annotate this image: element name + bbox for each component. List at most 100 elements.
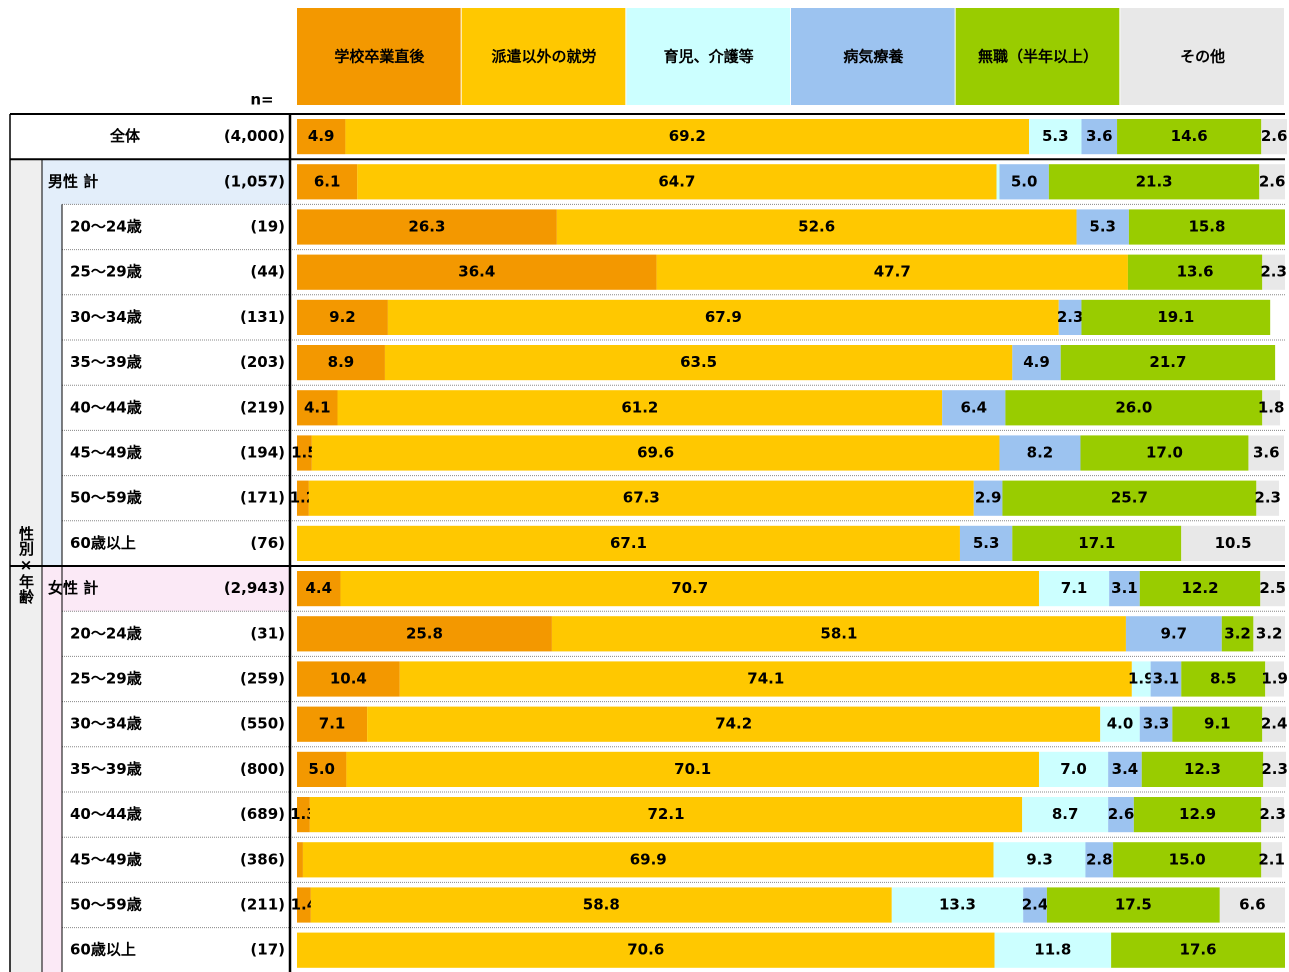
value-label: 1.4 (291, 896, 318, 914)
row-label: 50〜59歳 (70, 896, 142, 914)
bar-segment (1060, 345, 1276, 381)
row-label: 女性 計 (48, 579, 98, 597)
row-label: 30〜34歳 (70, 715, 142, 733)
bar-segment (345, 119, 1030, 155)
legend-label: 無職（半年以上） (978, 48, 1098, 66)
value-label: 12.3 (1184, 760, 1221, 778)
value-label: 17.0 (1146, 444, 1183, 462)
value-label: 63.5 (680, 353, 717, 371)
value-label: 8.5 (1210, 670, 1237, 688)
sample-size: (171) (240, 489, 285, 507)
sample-size: (76) (250, 534, 285, 552)
value-label: 15.0 (1169, 850, 1206, 868)
bar-segment (297, 299, 388, 335)
bar-segment (1262, 390, 1281, 426)
value-label: 2.4 (1022, 896, 1049, 914)
group-bracket (42, 159, 62, 566)
value-label: 2.3 (1259, 805, 1286, 823)
value-label: 4.9 (1023, 353, 1050, 371)
value-label: 5.3 (1089, 218, 1116, 236)
bar-segment (1248, 435, 1285, 471)
subtotal-bg (42, 159, 290, 205)
value-label: 10.4 (330, 670, 367, 688)
value-label: 21.7 (1149, 353, 1186, 371)
value-label: 1.9 (1261, 670, 1288, 688)
sample-size: (219) (240, 398, 285, 416)
legend-swatch (626, 8, 790, 105)
sample-size: (17) (250, 941, 285, 959)
value-label: 3.3 (1143, 715, 1170, 733)
value-label: 2.1 (1258, 850, 1285, 868)
bar-segment (1261, 842, 1283, 878)
bar-segment (1022, 797, 1109, 833)
row-label: 50〜59歳 (70, 489, 142, 507)
row-label: 60歳以上 (70, 534, 136, 552)
bar-segment (1128, 209, 1285, 245)
value-label: 5.0 (308, 760, 335, 778)
bar-segment (310, 887, 892, 923)
value-label: 69.2 (669, 127, 706, 145)
value-label: 7.1 (319, 715, 346, 733)
bar-segment (297, 480, 309, 516)
row-label: 男性 計 (48, 172, 98, 190)
bar-segment (297, 571, 341, 607)
value-label: 10.5 (1215, 534, 1252, 552)
bar-segment (1141, 751, 1264, 787)
row-label: 30〜34歳 (70, 308, 142, 326)
bar-segment (1100, 706, 1140, 742)
bar-segment (994, 932, 1112, 968)
value-label: 17.1 (1078, 534, 1115, 552)
value-label: 25.7 (1111, 489, 1148, 507)
bar-segment (1256, 480, 1280, 516)
value-label: 3.6 (1253, 444, 1280, 462)
value-label: 12.2 (1182, 579, 1219, 597)
bar-segment (1046, 887, 1220, 923)
bar-segment (1002, 480, 1257, 516)
legend-label: 病気療養 (843, 48, 904, 66)
bar-segment (387, 299, 1059, 335)
value-label: 8.7 (1052, 805, 1079, 823)
value-label: 1.9 (1128, 670, 1155, 688)
value-label: 3.2 (1256, 624, 1283, 642)
sample-size: (31) (250, 624, 285, 642)
value-label: 3.1 (1153, 670, 1180, 688)
legend-label: 育児、介護等 (664, 48, 754, 66)
bar-segment (297, 525, 960, 561)
value-label: 2.3 (1057, 308, 1084, 326)
subtotal-bg (42, 566, 290, 612)
bar-segment (1076, 209, 1129, 245)
value-label: 36.4 (458, 263, 495, 281)
bar-segment (367, 706, 1101, 742)
group-bracket (42, 566, 62, 972)
row-label: 25〜29歳 (70, 263, 142, 281)
bar-segment (1012, 345, 1061, 381)
value-label: 2.3 (1254, 489, 1281, 507)
bar-segment (1131, 661, 1151, 697)
value-label: 2.6 (1261, 127, 1288, 145)
value-label: 1.5 (291, 444, 318, 462)
bar-segment (308, 480, 974, 516)
value-label: 4.1 (304, 398, 331, 416)
value-label: 9.7 (1161, 624, 1188, 642)
bar-segment (942, 390, 1006, 426)
bar-segment (999, 164, 1049, 200)
bar-segment (297, 390, 338, 426)
sample-size: (44) (250, 263, 285, 281)
sample-size: (194) (240, 444, 285, 462)
sample-size: (386) (240, 850, 285, 868)
value-label: 17.5 (1115, 896, 1152, 914)
bar-segment (302, 842, 994, 878)
value-label: 5.3 (973, 534, 1000, 552)
legend-swatch (461, 8, 626, 105)
bar-segment (1023, 887, 1047, 923)
bar-segment (297, 932, 995, 968)
bar-segment (297, 119, 346, 155)
bar-segment (1127, 254, 1263, 290)
value-label: 64.7 (658, 172, 695, 190)
row-label: 40〜44歳 (70, 805, 142, 823)
bar-segment (1150, 661, 1182, 697)
value-label: 3.2 (1224, 624, 1251, 642)
value-label: 74.1 (747, 670, 784, 688)
bar-segment (297, 887, 311, 923)
